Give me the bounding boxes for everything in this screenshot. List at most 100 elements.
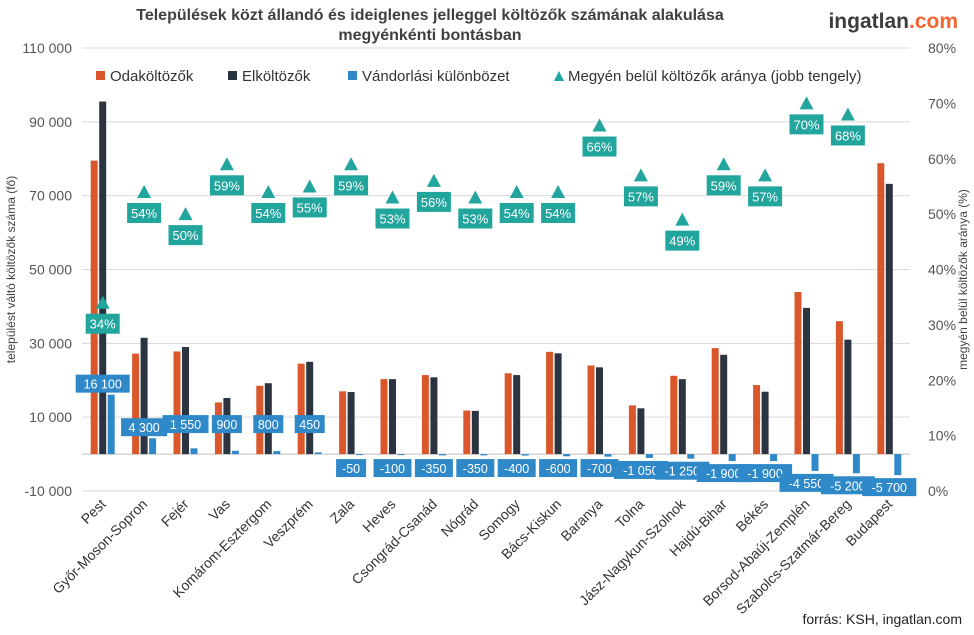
y-tick-label: 10 000 [29,409,72,425]
bar-odakoltozok [628,405,636,455]
data-label-ratio: 70% [793,117,819,132]
data-label-bg [373,459,412,478]
data-label-bg [706,175,741,196]
chart-title-line1: Települések közt állandó és ideiglenes j… [136,7,724,24]
data-label-bg [334,175,369,196]
data-label-ratio: 59% [338,178,364,193]
legend-marker [554,71,564,81]
y-tick-label: 50 000 [29,262,72,278]
data-label-ratio: 53% [379,212,405,227]
y-tick-label: 90 000 [29,114,72,130]
bar-vandorlasi [728,454,736,462]
bar-odakoltozok [794,292,802,455]
bar-elkoltozok [140,337,148,455]
y-axis-title: települést váltó költözők száma (fő) [4,176,18,363]
data-label-bg [497,459,536,478]
data-label-bg [292,197,327,218]
bar-odakoltozok [297,363,305,455]
data-label-bg [414,459,453,478]
ratio-marker [95,295,110,309]
data-label-bg [789,114,824,135]
bar-elkoltozok [306,361,314,455]
bar-vandorlasi [480,454,488,456]
bar-elkoltozok [803,307,810,455]
y-tick-label: 110 000 [22,40,72,56]
y2-tick-label: 60% [928,151,956,167]
y2-tick-label: 20% [928,372,956,388]
data-label-vandorlasi: -350 [463,462,488,476]
data-label-vandorlasi: -400 [504,462,529,476]
data-label-bg [253,415,284,434]
data-label-bg [779,473,834,492]
bar-elkoltozok [885,183,893,455]
bar-vandorlasi [438,454,446,456]
bar-elkoltozok [637,408,645,455]
bar-vandorlasi [811,454,819,471]
data-label-bg [696,464,751,483]
data-label-bg [539,459,578,478]
ratio-marker [385,190,400,204]
bar-vandorlasi [770,454,778,462]
bar-vandorlasi [273,451,281,455]
bar-elkoltozok [720,354,728,455]
ratio-marker [261,184,276,198]
ratio-marker [426,173,441,187]
bar-odakoltozok [546,351,554,455]
bar-odakoltozok [421,375,429,455]
data-label-vandorlasi: -1 900 [706,467,741,481]
x-tick-label: Pest [78,496,109,527]
x-tick-label: Tolna [612,496,647,531]
data-label-vandorlasi: -700 [587,462,612,476]
data-label-bg [416,191,451,212]
data-label-ratio: 54% [504,206,530,221]
data-label-bg [582,136,617,157]
data-label-vandorlasi: -1 900 [747,467,782,481]
bar-vandorlasi [397,454,405,456]
y2-tick-label: 40% [928,262,956,278]
data-label-vandorlasi: -5 200 [830,479,865,493]
data-label-bg [162,415,209,434]
ratio-marker [509,184,524,198]
data-label-bg [862,478,917,497]
data-label-vandorlasi: -350 [421,462,446,476]
bar-vandorlasi [521,454,529,456]
bar-vandorlasi [107,394,115,455]
data-label-vandorlasi: 450 [299,418,320,432]
data-label-ratio: 54% [131,206,157,221]
x-tick-label: Zala [327,496,358,527]
data-label-vandorlasi: -100 [380,462,405,476]
data-label-bg [580,459,619,478]
legend-label: Odaköltözők [110,68,194,85]
data-label-bg [168,225,203,246]
data-label-ratio: 59% [711,178,737,193]
bar-elkoltozok [389,379,396,455]
legend-swatch [228,71,237,80]
ratio-marker [178,207,193,221]
data-label-ratio: 59% [214,178,240,193]
bar-odakoltozok [504,373,512,455]
data-label-ratio: 54% [545,206,571,221]
x-tick-label: Baranya [557,496,605,544]
y2-tick-label: 0% [928,483,948,499]
y2-axis-title: megyén belül költözők aránya (%) [956,189,970,370]
data-label-bg [251,202,286,223]
bar-vandorlasi [356,454,364,456]
ratio-marker [137,184,152,198]
bar-elkoltozok [554,353,562,455]
bar-odakoltozok [587,365,595,455]
ratio-marker [468,190,483,204]
data-label-vandorlasi: -4 550 [789,477,824,491]
data-label-vandorlasi: -600 [546,462,571,476]
y-tick-label: -10 000 [25,483,73,499]
ratio-marker [675,212,690,226]
bar-elkoltozok [99,101,107,455]
y2-tick-label: 70% [928,95,956,111]
data-label-bg [613,460,668,479]
ratio-marker [592,118,607,132]
y2-tick-label: 50% [928,206,956,222]
bar-odakoltozok [753,385,761,455]
data-label-vandorlasi: -1 050 [623,464,658,478]
bar-vandorlasi [852,454,860,474]
data-label-vandorlasi: 16 100 [84,378,122,392]
bar-odakoltozok [877,163,885,455]
